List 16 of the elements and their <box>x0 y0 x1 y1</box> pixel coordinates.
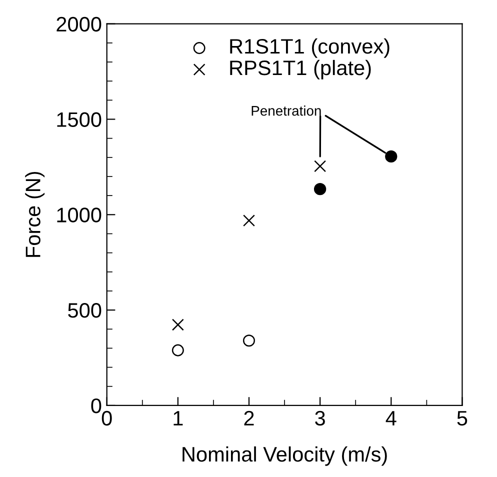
y-tick-label: 1000 <box>57 208 102 222</box>
y-tick-label: 500 <box>68 303 102 318</box>
y-tick-label: 0 <box>91 398 102 414</box>
x-tick-label: 2 <box>244 410 254 426</box>
x-tick-label: 3 <box>315 410 325 426</box>
x-axis-title: Nominal Velocity (m/s) <box>182 446 387 466</box>
x-tick-label: 5 <box>457 411 468 426</box>
y-tick-label: 2000 <box>56 16 102 32</box>
x-tick-label: 0 <box>102 410 112 426</box>
annotation: Penetration <box>252 106 321 116</box>
legend-label: RPS1T1 (plate) <box>230 60 371 80</box>
y-tick-label: 1500 <box>57 112 102 128</box>
legend-label: R1S1T1 (convex) <box>230 38 390 58</box>
x-tick-label: 1 <box>174 411 183 426</box>
x-tick-label: 4 <box>386 411 396 426</box>
y-axis-title: Force (N) <box>25 172 45 257</box>
